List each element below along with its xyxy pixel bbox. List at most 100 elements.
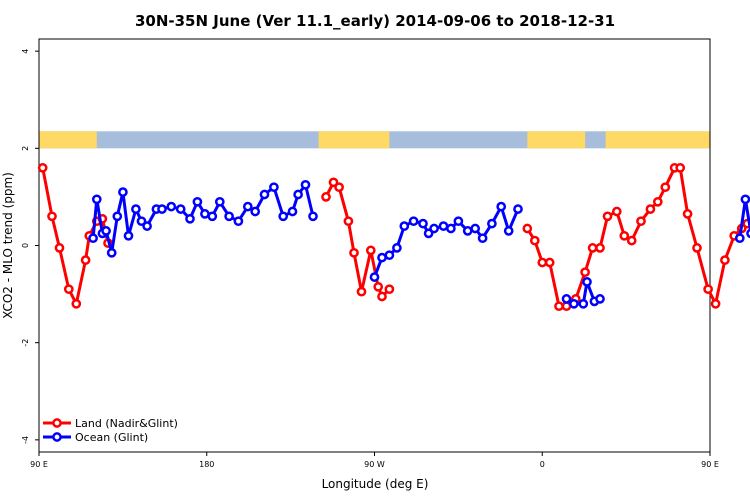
data-point: [214, 196, 225, 207]
y-tick-label: 2: [21, 146, 30, 151]
data-point: [369, 272, 380, 282]
data-point: [269, 182, 279, 193]
data-point: [399, 221, 410, 231]
data-point: [343, 216, 354, 227]
land-ocean-band: [39, 131, 710, 149]
data-point: [118, 187, 128, 197]
data-point: [101, 226, 111, 236]
series-land: [37, 162, 750, 312]
data-point: [522, 223, 533, 234]
data-point: [595, 243, 605, 253]
land-band-segment: [39, 131, 97, 149]
data-point: [587, 243, 598, 253]
data-point: [660, 182, 671, 193]
x-axis: 90 E 180 90 W 0 90 E: [30, 452, 719, 469]
data-point: [365, 245, 376, 256]
legend-label: Ocean (Glint): [75, 431, 148, 444]
legend-marker: [52, 418, 62, 428]
data-point: [645, 204, 656, 214]
data-point: [580, 267, 590, 278]
land-band-segment: [605, 131, 710, 149]
data-point: [513, 204, 523, 214]
x-tick-label: 90 W: [364, 460, 385, 469]
data-point: [200, 209, 210, 219]
x-tick-label: 0: [540, 460, 545, 469]
series-line: [373, 205, 520, 278]
y-axis-label: XCO2 - MLO trend (ppm): [1, 172, 15, 319]
data-point: [703, 284, 713, 295]
data-series: [37, 162, 750, 312]
y-axis: -4 -2 0 2 4: [21, 49, 39, 444]
data-point: [308, 211, 318, 222]
x-axis-label: Longitude (deg E): [322, 477, 429, 491]
data-point: [384, 284, 395, 295]
data-point: [185, 213, 195, 224]
data-point: [157, 204, 167, 214]
data-point: [578, 298, 589, 309]
data-point: [166, 201, 177, 212]
data-point: [175, 204, 186, 214]
data-point: [136, 216, 147, 227]
data-point: [328, 177, 339, 188]
legend-marker: [52, 432, 62, 442]
data-point: [740, 194, 750, 205]
series-line: [324, 180, 391, 298]
data-point: [112, 211, 123, 222]
data-point: [692, 243, 702, 253]
data-point: [300, 179, 311, 190]
data-point: [720, 255, 730, 265]
data-point: [418, 218, 428, 229]
x-tick-label: 90 E: [30, 460, 48, 469]
data-point: [123, 230, 134, 241]
data-point: [675, 162, 686, 173]
x-tick-label: 180: [199, 460, 214, 469]
data-point: [278, 211, 289, 222]
land-band-segment: [318, 131, 390, 149]
data-point: [384, 250, 395, 261]
data-point: [80, 255, 91, 265]
data-point: [287, 206, 298, 217]
data-point: [595, 294, 605, 304]
data-point: [207, 211, 218, 222]
data-point: [429, 223, 439, 234]
data-point: [582, 277, 592, 287]
data-point: [373, 281, 384, 292]
land-band-segment: [527, 131, 586, 149]
data-point: [470, 223, 481, 234]
data-point: [453, 216, 464, 227]
y-tick-label: -2: [21, 339, 30, 347]
data-point: [682, 209, 693, 219]
x-tick-label: 90 E: [701, 460, 719, 469]
data-point: [477, 233, 488, 244]
data-point: [377, 291, 387, 302]
data-point: [611, 206, 622, 217]
data-point: [554, 301, 564, 312]
data-point: [131, 204, 141, 214]
data-point: [349, 247, 359, 258]
series-line: [526, 166, 750, 308]
plot-frame: [38, 38, 711, 453]
data-point: [88, 233, 98, 244]
data-point: [710, 298, 721, 309]
data-point: [334, 182, 344, 193]
data-point: [503, 226, 514, 236]
data-point: [602, 211, 613, 222]
data-point: [746, 228, 750, 239]
data-point: [626, 235, 637, 246]
data-point: [529, 235, 540, 246]
data-point: [377, 252, 387, 263]
series-ocean: [88, 179, 750, 309]
data-point: [250, 206, 261, 217]
data-point: [561, 294, 572, 304]
data-point: [652, 196, 663, 207]
legend-label: Land (Nadir&Glint): [75, 417, 178, 430]
data-point: [636, 216, 646, 227]
data-point: [496, 201, 507, 212]
data-point: [37, 162, 48, 173]
data-point: [544, 257, 555, 268]
data-point: [408, 216, 419, 227]
data-point: [224, 211, 234, 222]
chart-title: 30N-35N June (Ver 11.1_early) 2014-09-06…: [135, 12, 615, 30]
data-point: [47, 211, 57, 222]
data-point: [63, 284, 74, 295]
